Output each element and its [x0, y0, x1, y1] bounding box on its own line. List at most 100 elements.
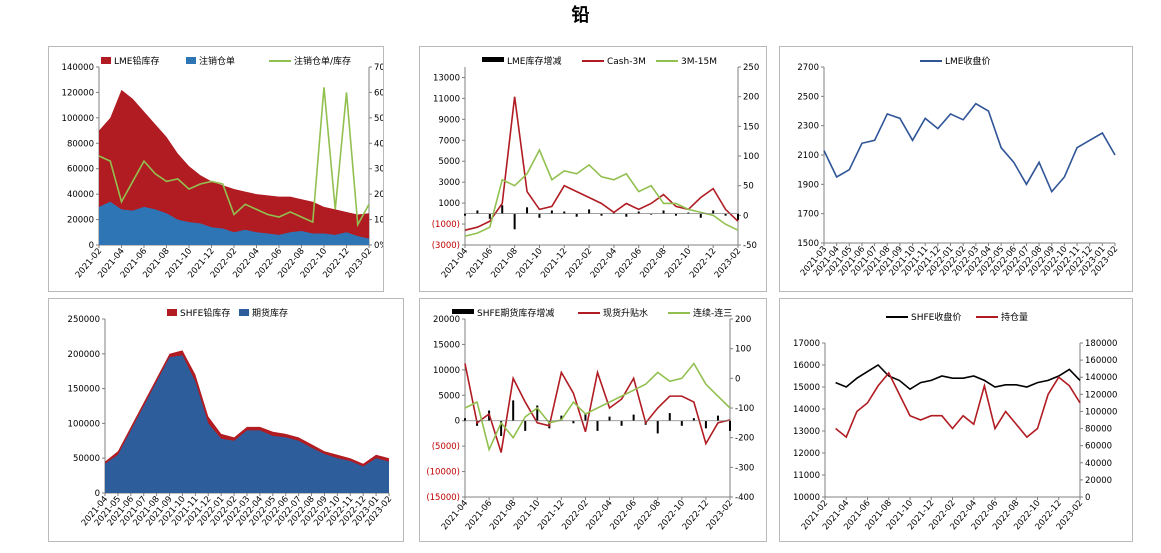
y-tick-label: 100000 — [68, 419, 100, 429]
y2-tick-label: 140000 — [1085, 373, 1117, 383]
chart-lme-spread: LME库存增减 Cash-3M 3M-15M(3000)(1000)10003000… — [432, 55, 760, 281]
series-line-1 — [464, 363, 731, 453]
y-tick-label: 13000 — [433, 73, 460, 83]
y-tick-label: 200000 — [68, 350, 100, 360]
chart-panel-shfe-spread: SHFE期货库存增减 现货升贴水 连续-连三 (15000) (10000) (5000)… — [419, 298, 767, 542]
chart-lme-inventory: LME铅库存 注销仓单 注销仓单/库存 0 20000 40000 60000 80000 10… — [62, 55, 383, 280]
y2-tick-label: 250 — [743, 63, 759, 73]
legend-swatch — [239, 309, 249, 316]
y-tick-label: 10000 — [433, 366, 460, 376]
legend-swatch — [186, 57, 196, 64]
y-tick-label: 40000 — [67, 190, 94, 200]
series-line-2 — [98, 87, 370, 228]
y-tick-label: (3000) — [432, 241, 460, 251]
y2-tick-label: 100000 — [1085, 407, 1117, 417]
y-tick-label: 10000 — [793, 493, 820, 503]
series-line-0 — [823, 102, 1116, 194]
legend-label: LME库存增减 — [507, 55, 561, 67]
legend-label: 注销仓单/库存 — [294, 55, 351, 67]
y2-tick-label: 0% — [374, 241, 383, 251]
y-tick-label: 140000 — [62, 63, 94, 73]
y2-tick-label: 50 — [743, 182, 754, 192]
chart-panel-shfe-close: SHFE收盘价 持仓量 10000 11000 12000 13000 14000 15000… — [779, 298, 1133, 542]
y-tick-label: 100000 — [62, 114, 94, 124]
y-tick-label: (1000) — [432, 220, 460, 230]
y2-tick-label: -100 — [735, 404, 754, 414]
y2-tick-label: 60000 — [1085, 442, 1112, 452]
y2-tick-label: 60% — [374, 88, 383, 98]
chart-shfe-close: SHFE收盘价 持仓量 10000 11000 12000 13000 14000 15000… — [793, 311, 1118, 532]
y-tick-label: 150000 — [68, 385, 100, 395]
legend-swatch — [482, 57, 504, 62]
y-tick-label: 120000 — [62, 88, 94, 98]
chart-panel-shfe-inventory: SHFE铅库存 期货库存 0 50000 100000 150000 200000 25000… — [48, 298, 404, 542]
y-tick-label: 1700 — [797, 210, 819, 220]
y-tick-label: 50000 — [73, 454, 100, 464]
y-tick-label: 13000 — [793, 427, 820, 437]
y2-tick-label: 120000 — [1085, 390, 1117, 400]
page-title: 铅 — [571, 5, 590, 26]
y-tick-label: 5000 — [438, 391, 460, 401]
y-tick-label: 16000 — [793, 361, 820, 371]
y2-tick-label: 20% — [374, 190, 383, 200]
y2-tick-label: 200 — [743, 93, 759, 103]
y2-tick-label: 100 — [743, 152, 759, 162]
y2-tick-label: 160000 — [1085, 356, 1117, 366]
y-tick-label: 15000 — [433, 340, 460, 350]
y-tick-label: 0 — [95, 489, 100, 499]
y-tick-label: 11000 — [433, 94, 460, 104]
y-tick-label: 12000 — [793, 449, 820, 459]
legend-label: SHFE期货库存增减 — [477, 307, 554, 319]
y-tick-label: (5000) — [432, 442, 460, 452]
legend-label: 注销仓单 — [199, 55, 235, 67]
legend-label: 连续-连三 — [693, 307, 732, 319]
y-tick-label: 2300 — [797, 122, 819, 132]
series-line-2 — [464, 148, 739, 237]
y-tick-label: 1000 — [438, 199, 460, 209]
y-tick-label: 14000 — [793, 405, 820, 415]
y2-tick-label: 20000 — [1085, 476, 1112, 486]
legend-label: 持仓量 — [1001, 311, 1028, 323]
y-tick-label: 1500 — [797, 239, 819, 249]
series-area-1 — [99, 201, 369, 245]
y2-tick-label: 0 — [1085, 493, 1090, 503]
y-tick-label: 250000 — [68, 315, 100, 325]
y2-tick-label: 80000 — [1085, 425, 1112, 435]
y2-tick-label: 10% — [374, 216, 383, 226]
y-tick-label: 2500 — [797, 92, 819, 102]
legend-label: SHFE铅库存 — [180, 307, 230, 319]
legend-label: 3M-15M — [681, 57, 717, 67]
y-tick-label: 2700 — [797, 63, 819, 73]
series-line-1 — [835, 371, 1081, 439]
y2-tick-label: 180000 — [1085, 339, 1117, 349]
y-tick-label: 7000 — [438, 136, 460, 146]
y-tick-label: 9000 — [438, 115, 460, 125]
y2-tick-label: 0 — [735, 374, 740, 384]
y2-tick-label: -400 — [735, 493, 754, 503]
legend-swatch — [167, 309, 177, 316]
y2-tick-label: -300 — [735, 463, 754, 473]
legend-label: Cash-3M — [607, 57, 646, 67]
legend-label: 期货库存 — [252, 307, 288, 319]
y-tick-label: 20000 — [67, 216, 94, 226]
y-tick-label: 2100 — [797, 151, 819, 161]
y-tick-label: 60000 — [67, 165, 94, 175]
y2-tick-label: 200 — [735, 315, 751, 325]
y-tick-label: (10000) — [426, 468, 460, 478]
series-line-2 — [464, 362, 731, 452]
y-tick-label: 0 — [89, 241, 94, 251]
y-tick-label: 20000 — [433, 315, 460, 325]
y2-tick-label: -200 — [735, 434, 754, 444]
y-tick-label: (15000) — [426, 493, 460, 503]
series-area-0 — [99, 89, 369, 245]
chart-lme-close: LME收盘价15001700190021002300250027002021-0… — [797, 55, 1120, 278]
x-tick-label: 2023-02 — [713, 247, 743, 281]
y-tick-label: 11000 — [793, 471, 820, 481]
legend-label: LME收盘价 — [945, 55, 990, 67]
chart-shfe-inventory: SHFE铅库存 期货库存 0 50000 100000 150000 200000 25000… — [68, 307, 395, 528]
y2-tick-label: 70% — [374, 63, 383, 73]
y2-tick-label: 100 — [735, 345, 751, 355]
legend-label: LME铅库存 — [114, 55, 159, 67]
y-tick-label: 5000 — [438, 157, 460, 167]
chart-panel-lme-inventory: LME铅库存 注销仓单 注销仓单/库存 0 20000 40000 60000 80000 10… — [48, 46, 384, 292]
